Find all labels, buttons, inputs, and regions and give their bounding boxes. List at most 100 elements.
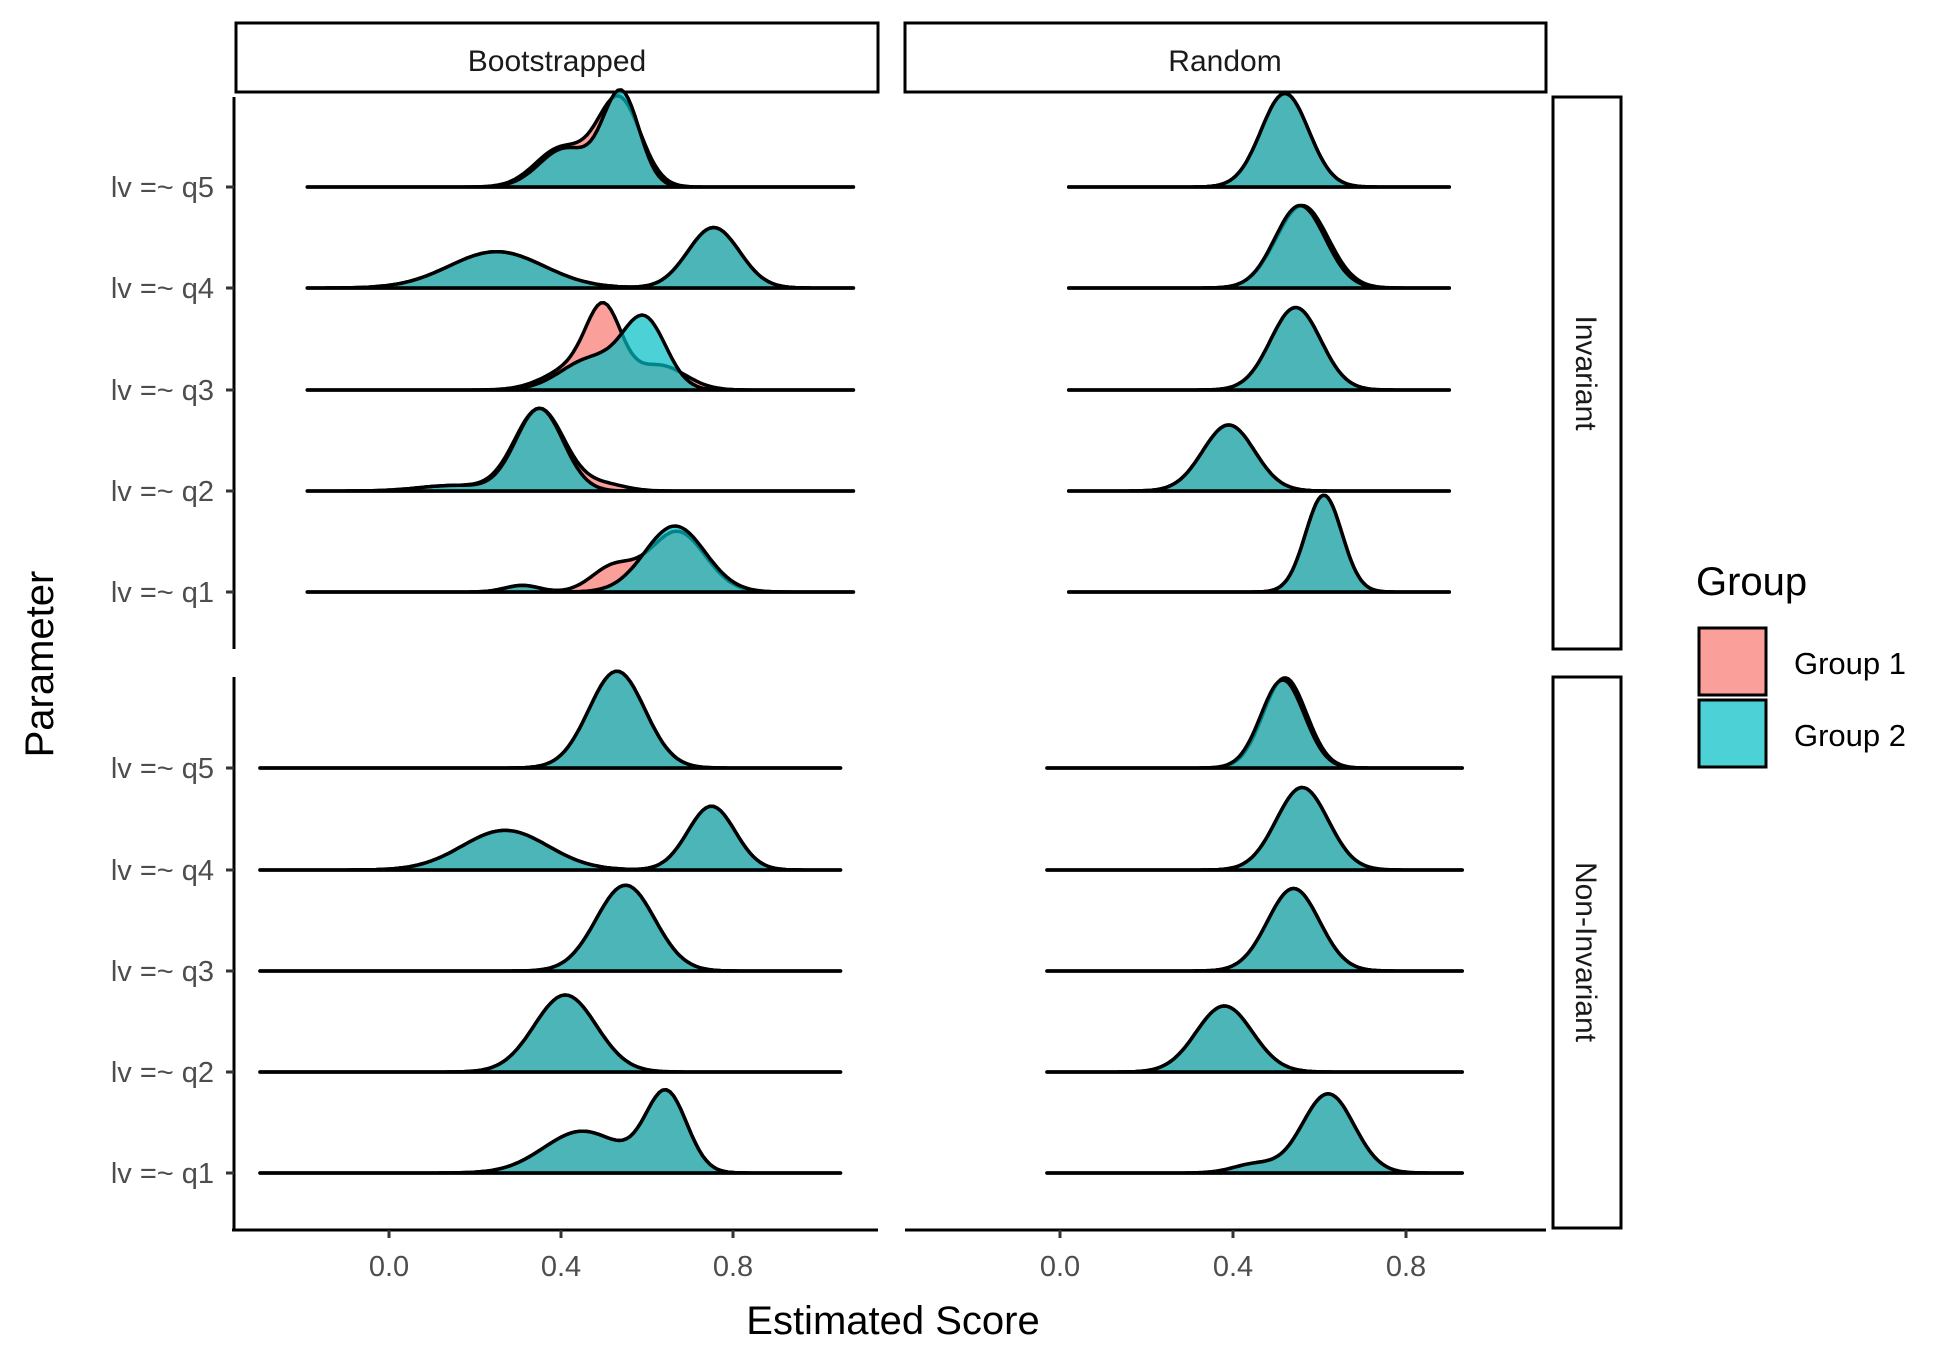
x-tick-label: 0.4 — [541, 1251, 581, 1283]
density-group-2 — [1066, 423, 1452, 493]
x-tick-label: 0.4 — [1213, 1251, 1253, 1283]
legend-key-group-2 — [1697, 698, 1768, 769]
y-tick-top-q2: lv =~ q2 — [111, 476, 234, 508]
legend-label-group-1: Group 1 — [1794, 646, 1906, 681]
ridge-lv-q1 — [305, 524, 856, 594]
density-group-1 — [305, 529, 856, 594]
ridge-lv-q4 — [1045, 785, 1464, 872]
y-tick-bottom-q4: lv =~ q4 — [111, 855, 234, 887]
x-tick-label: 0.0 — [369, 1251, 409, 1283]
y-tick-label: lv =~ q4 — [111, 855, 214, 887]
x-axis-ticks-random: 0.0 0.4 0.8 — [1040, 1230, 1426, 1283]
strip-label-non-invariant: Non-Invariant — [1569, 862, 1602, 1043]
density-group-2 — [1045, 785, 1464, 872]
ridge-lv-q1 — [1045, 1092, 1464, 1175]
density-group-2 — [1045, 678, 1464, 770]
y-axis-ticks: lv =~ q5 lv =~ q4 lv =~ q3 lv =~ q2 lv =… — [111, 172, 234, 1190]
ridge-lv-q5 — [258, 669, 843, 770]
legend-label-group-2: Group 2 — [1794, 718, 1906, 753]
density-group-2 — [258, 804, 843, 872]
density-group-1 — [258, 669, 843, 770]
y-tick-label: lv =~ q5 — [111, 172, 214, 204]
x-tick-label: 0.8 — [713, 1251, 753, 1283]
ridge-lv-q1 — [258, 1088, 843, 1175]
density-group-2 — [305, 313, 856, 392]
ridge-layers — [258, 88, 1464, 1175]
y-tick-bottom-q3: lv =~ q3 — [111, 956, 234, 988]
y-tick-label: lv =~ q4 — [111, 273, 214, 305]
ridge-lv-q1 — [1066, 493, 1452, 594]
y-tick-label: lv =~ q1 — [111, 1158, 214, 1190]
column-strip-bootstrapped: Bootstrapped — [234, 21, 880, 94]
density-group-2 — [305, 225, 856, 290]
x-axis-ticks-bootstrapped: 0.0 0.4 0.8 — [369, 1230, 753, 1283]
ridge-lv-q3 — [258, 883, 843, 973]
density-group-2 — [305, 524, 856, 594]
legend-key-group-1 — [1697, 626, 1768, 697]
density-group-1 — [1066, 493, 1452, 594]
ridge-lv-q3 — [305, 301, 856, 392]
ridge-lv-q3 — [1045, 886, 1464, 973]
y-tick-top-q4: lv =~ q4 — [111, 273, 234, 305]
density-group-2 — [258, 669, 843, 770]
y-tick-top-q3: lv =~ q3 — [111, 375, 234, 407]
strip-label-random: Random — [1168, 45, 1281, 78]
ridge-lv-q5 — [1066, 91, 1452, 189]
density-group-2 — [258, 993, 843, 1074]
panel-bootstrapped-non-invariant — [258, 669, 843, 1175]
panel-bootstrapped-invariant — [305, 88, 856, 594]
x-tick-bootstrapped-0: 0.0 — [369, 1230, 409, 1283]
ridge-lv-q5 — [1045, 676, 1464, 770]
density-group-1 — [258, 883, 843, 973]
legend-item-group-1: Group 1 — [1697, 626, 1906, 697]
y-tick-bottom-q5: lv =~ q5 — [111, 753, 234, 785]
axis-lines — [232, 97, 1546, 1232]
density-group-2 — [1066, 91, 1452, 189]
x-tick-bootstrapped-1: 0.4 — [541, 1230, 581, 1283]
ridge-lv-q5 — [305, 88, 856, 189]
ridge-lv-q4 — [1066, 203, 1452, 290]
density-group-2 — [305, 406, 856, 493]
density-group-2 — [305, 88, 856, 189]
ridge-lv-q2 — [1066, 423, 1452, 493]
ridge-lv-q4 — [305, 225, 856, 290]
density-group-2 — [258, 883, 843, 973]
density-group-2 — [1045, 1004, 1464, 1074]
y-tick-top-q5: lv =~ q5 — [111, 172, 234, 204]
ridge-lv-q3 — [1066, 305, 1452, 392]
strip-label-bootstrapped: Bootstrapped — [468, 45, 646, 78]
row-strip-invariant: Invariant — [1551, 95, 1623, 651]
x-axis-title: Estimated Score — [746, 1299, 1039, 1343]
x-tick-label: 0.8 — [1386, 1251, 1426, 1283]
panel-random-non-invariant — [1045, 676, 1464, 1175]
x-tick-random-1: 0.4 — [1213, 1230, 1253, 1283]
ridge-lv-q4 — [258, 804, 843, 872]
legend-item-group-2: Group 2 — [1697, 698, 1906, 769]
ridge-lv-q2 — [258, 993, 843, 1074]
x-tick-label: 0.0 — [1040, 1251, 1080, 1283]
legend-title: Group — [1696, 560, 1807, 604]
column-strip-random: Random — [903, 21, 1548, 94]
y-tick-label: lv =~ q3 — [111, 956, 214, 988]
y-axis-title: Parameter — [18, 571, 62, 758]
y-tick-bottom-q2: lv =~ q2 — [111, 1057, 234, 1089]
density-group-2 — [1045, 1092, 1464, 1175]
y-tick-label: lv =~ q2 — [111, 1057, 214, 1089]
y-tick-top-q1: lv =~ q1 — [111, 577, 234, 609]
density-group-2 — [1066, 493, 1452, 594]
x-tick-random-0: 0.0 — [1040, 1230, 1080, 1283]
legend: Group Group 1 Group 2 — [1696, 560, 1906, 769]
density-group-2 — [1066, 305, 1452, 392]
x-tick-bootstrapped-2: 0.8 — [713, 1230, 753, 1283]
density-group-2 — [1045, 886, 1464, 973]
panel-random-invariant — [1066, 91, 1452, 594]
strip-label-invariant: Invariant — [1569, 315, 1602, 431]
density-group-2 — [258, 1088, 843, 1175]
ridge-lv-q2 — [305, 406, 856, 493]
ridge-lv-q2 — [1045, 1004, 1464, 1074]
y-tick-label: lv =~ q2 — [111, 476, 214, 508]
x-tick-random-2: 0.8 — [1386, 1230, 1426, 1283]
y-tick-label: lv =~ q3 — [111, 375, 214, 407]
row-strip-non-invariant: Non-Invariant — [1551, 675, 1623, 1230]
